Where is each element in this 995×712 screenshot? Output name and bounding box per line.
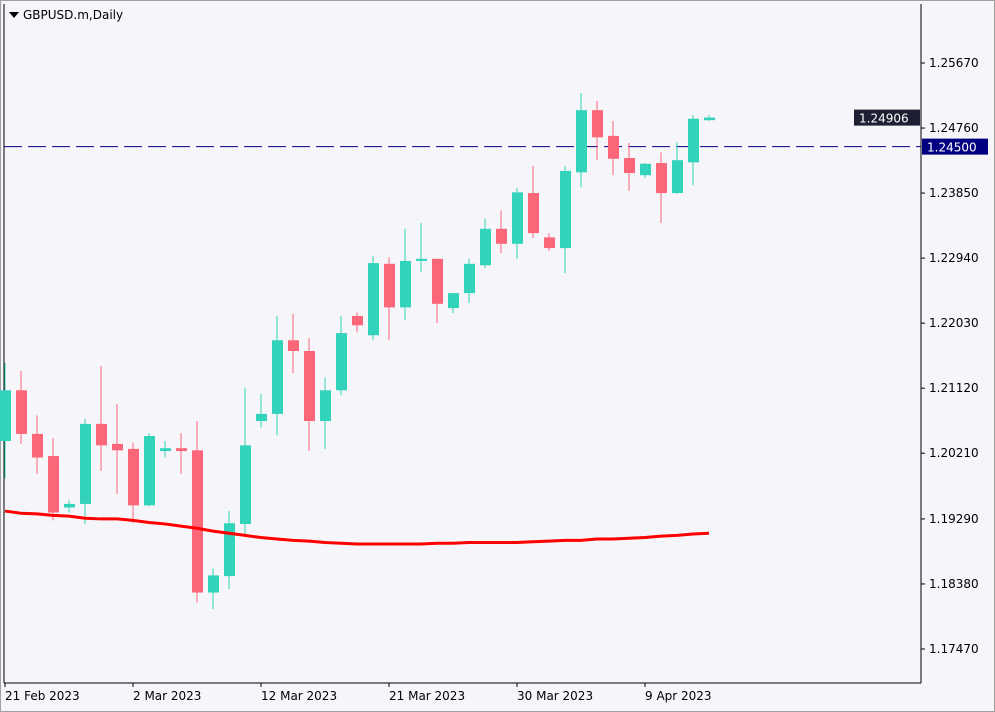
x-tick-label: 21 Feb 2023 (5, 689, 80, 703)
bullish-candle-body (208, 575, 219, 593)
bearish-candle-body (352, 315, 363, 326)
y-tick-label: 1.18380 (929, 577, 979, 591)
bullish-candle-body (0, 390, 11, 442)
bullish-candle-body (240, 445, 251, 524)
bearish-candle-body (48, 456, 59, 513)
bullish-candle-body (272, 340, 283, 414)
bearish-candle-body (544, 237, 555, 249)
bearish-candle-body (528, 193, 539, 234)
bearish-candle-body (608, 135, 619, 159)
bullish-candle-body (576, 110, 587, 173)
bullish-candle-body (64, 503, 75, 508)
bullish-candle-body (640, 163, 651, 176)
bearish-candle-body (112, 443, 123, 451)
level-price-label-bg (922, 138, 988, 155)
moving-average-line (4, 509, 710, 546)
x-tick-label: 12 Mar 2023 (261, 689, 337, 703)
bullish-candle-body (480, 228, 491, 266)
bullish-candle-body (416, 258, 427, 261)
level-price-label: 1.24500 (927, 141, 977, 155)
bullish-candle-body (80, 423, 91, 504)
current-price-label: 1.24906 (859, 112, 909, 126)
bullish-candle-body (672, 160, 683, 194)
x-tick-label: 21 Mar 2023 (389, 689, 465, 703)
bullish-candle-body (448, 293, 459, 309)
current-price-label-bg (854, 109, 920, 126)
x-tick-label: 9 Apr 2023 (645, 689, 712, 703)
bearish-candle-body (384, 263, 395, 308)
bullish-candle-body (512, 192, 523, 244)
bullish-candle-body (336, 333, 347, 391)
bearish-candle-body (304, 350, 315, 422)
x-tick-label: 30 Mar 2023 (517, 689, 593, 703)
chart-title[interactable]: GBPUSD.m,Daily (9, 8, 123, 22)
y-tick-label: 1.24760 (929, 121, 979, 135)
x-tick-label: 2 Mar 2023 (133, 689, 201, 703)
y-tick-label: 1.22940 (929, 251, 979, 265)
bullish-candle-body (256, 413, 267, 422)
bearish-candle-body (176, 448, 187, 452)
bearish-candle-body (16, 390, 27, 434)
bearish-candle-body (496, 228, 507, 244)
bullish-candle-body (688, 118, 699, 163)
y-tick-label: 1.17470 (929, 642, 979, 656)
bearish-candle-body (128, 448, 139, 506)
y-tick-label: 1.23850 (929, 186, 979, 200)
bullish-candle-body (464, 263, 475, 294)
bullish-candle-body (704, 117, 715, 121)
bearish-candle-body (592, 110, 603, 138)
bearish-candle-body (656, 163, 667, 194)
y-tick-label: 1.21120 (929, 381, 979, 395)
bullish-candle-body (400, 260, 411, 308)
y-tick-label: 1.25670 (929, 56, 979, 70)
y-tick-label: 1.20210 (929, 446, 979, 460)
bullish-candle-body (160, 448, 171, 452)
bullish-candle-body (320, 390, 331, 422)
symbol-title: GBPUSD.m,Daily (23, 8, 124, 22)
bullish-candle-body (144, 436, 155, 506)
bullish-candle-body (368, 263, 379, 336)
y-tick-label: 1.19290 (929, 512, 979, 526)
bearish-candle-body (192, 450, 203, 593)
dropdown-triangle-icon[interactable] (9, 12, 19, 18)
bearish-candle-body (96, 423, 107, 446)
y-tick-label: 1.22030 (929, 316, 979, 330)
bullish-candle-body (560, 170, 571, 249)
bearish-candle-body (624, 158, 635, 174)
bullish-candle-body (224, 523, 235, 577)
bearish-candle-body (432, 258, 443, 304)
bearish-candle-body (288, 340, 299, 351)
bearish-candle-body (32, 433, 43, 458)
